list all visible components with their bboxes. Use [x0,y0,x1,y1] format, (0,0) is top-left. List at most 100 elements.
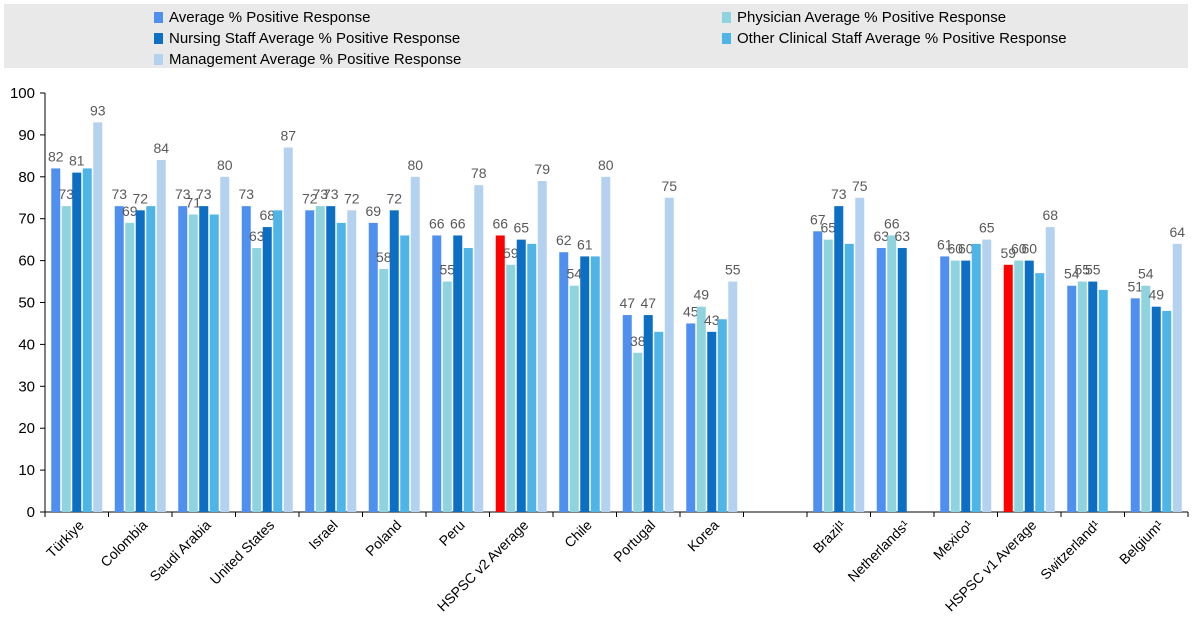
bar [855,197,865,512]
bar [1098,289,1108,512]
x-category-label: Belgium¹ [1116,517,1167,568]
bar [1151,306,1161,512]
bar [336,222,346,512]
data-label: 55 [439,262,455,278]
bar [1035,273,1045,512]
data-label: 49 [1148,287,1164,303]
bar [368,222,378,512]
data-label: 59 [1000,245,1016,261]
bar [940,256,950,512]
bar [326,206,336,512]
bar [527,243,537,512]
data-label: 73 [238,186,254,202]
bar [61,206,71,512]
data-label: 80 [407,157,423,173]
data-label: 73 [323,186,339,202]
data-label: 69 [365,203,381,219]
bar [82,168,92,513]
y-tick-label: 100 [10,85,35,102]
legend-swatch [154,12,163,23]
bar [813,231,823,512]
bar [463,248,473,512]
legend-item-physician: Physician Average % Positive Response [722,9,1006,26]
x-category-label: Mexico¹ [930,517,976,563]
data-label: 60 [947,241,963,257]
bar [897,248,907,512]
bar [1130,298,1140,512]
bar [209,214,219,512]
data-label: 55 [1074,262,1090,278]
data-label: 60 [958,241,974,257]
bar [506,264,516,512]
bar [135,210,145,512]
legend-swatch [722,12,731,23]
bar [125,222,135,512]
y-tick-label: 30 [18,378,35,395]
bar [51,168,61,513]
data-label: 72 [344,190,360,206]
bar [834,206,844,512]
bar [1024,260,1034,512]
data-label: 73 [111,186,127,202]
legend-item-management: Management Average % Positive Response [154,51,461,68]
data-label: 58 [376,249,392,265]
legend-swatch [154,54,163,65]
bar [379,268,389,512]
data-label: 63 [894,228,910,244]
bar [728,281,738,512]
data-label: 80 [217,157,233,173]
data-label: 54 [1064,266,1080,282]
bar [876,248,886,512]
bar [262,227,272,512]
data-label: 59 [503,245,519,261]
data-label: 43 [704,312,720,328]
x-category-label: Saudi Arabia [146,517,214,585]
bar [72,172,82,513]
data-label: 47 [619,295,635,311]
bar [686,323,696,512]
data-label: 60 [1021,241,1037,257]
bar [537,180,547,513]
bar [1077,281,1087,512]
legend-item-other-clinical: Other Clinical Staff Average % Positive … [722,30,1067,47]
legend-label: Other Clinical Staff Average % Positive … [737,30,1067,47]
x-category-label: United States [207,517,278,588]
bar [315,206,325,512]
data-label: 64 [1169,224,1185,240]
x-category-label: Netherlands¹ [844,517,912,585]
data-label: 73 [196,186,212,202]
bar [1045,227,1055,512]
bar [220,176,230,513]
bar [643,315,653,512]
bar [654,331,664,512]
bar [432,235,442,512]
bar [559,252,569,512]
bar [474,185,484,512]
legend-label: Management Average % Positive Response [169,51,462,68]
bar [389,210,399,512]
bar [717,319,727,512]
bar [961,260,971,512]
data-label: 75 [852,178,868,194]
data-label: 61 [937,236,953,252]
data-label: 84 [153,140,169,156]
x-category-label: Chile [561,517,595,551]
bar [1141,285,1151,512]
x-category-label: Colombia [97,517,150,570]
data-label: 55 [725,262,741,278]
bar [601,176,611,513]
bar [569,285,579,512]
bar [188,214,198,512]
data-label: 79 [534,161,550,177]
bar [823,239,833,512]
x-category-label: Brazil¹ [810,517,850,557]
bar [580,256,590,512]
chart-legend: Average % Positive Response Physician Av… [4,4,1188,68]
x-category-label: Türkiye [43,517,87,561]
data-label: 69 [122,203,138,219]
y-tick-label: 50 [18,295,35,312]
bar [114,206,124,512]
y-tick-label: 10 [18,462,35,479]
y-tick-label: 20 [18,420,35,437]
